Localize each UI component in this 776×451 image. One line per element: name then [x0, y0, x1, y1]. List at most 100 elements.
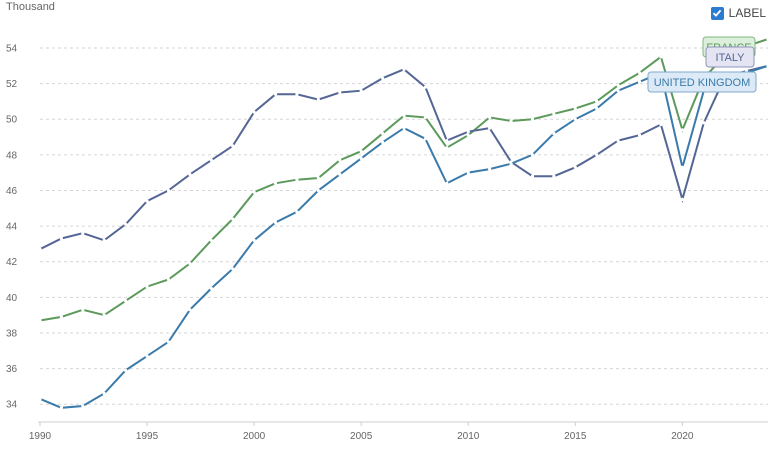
data-point-united-kingdom: [209, 286, 213, 291]
data-point-united-kingdom: [509, 162, 513, 166]
data-point-united-kingdom: [466, 171, 470, 175]
series-flag-italy: [705, 46, 755, 68]
data-point-italy: [616, 138, 620, 143]
data-point-france: [124, 299, 128, 303]
data-point-france: [766, 37, 770, 41]
data-point-france: [252, 190, 256, 194]
data-point-france: [659, 55, 663, 59]
data-point-france: [38, 318, 42, 323]
x-tick-label: 1990: [29, 431, 52, 442]
x-tick-label: 2020: [671, 431, 694, 442]
y-axis-unit-label: Thousand: [6, 1, 55, 13]
data-point-italy: [145, 199, 149, 203]
data-point-france: [102, 313, 106, 317]
data-point-united-kingdom: [680, 165, 684, 169]
y-tick-label: 52: [6, 79, 18, 90]
data-point-united-kingdom: [338, 172, 342, 177]
data-point-united-kingdom: [552, 131, 556, 136]
series-flag-label-united-kingdom: UNITED KINGDOM: [654, 77, 751, 89]
data-point-italy: [166, 188, 171, 193]
y-tick-label: 48: [6, 150, 18, 161]
data-point-france: [209, 238, 213, 242]
data-point-france: [402, 114, 406, 118]
data-point-france: [445, 146, 449, 150]
data-point-italy: [637, 133, 642, 137]
data-point-united-kingdom: [445, 181, 449, 185]
data-point-italy: [488, 126, 492, 130]
y-tick-label: 50: [6, 115, 18, 126]
x-tick-label: 2015: [564, 431, 587, 442]
data-point-united-kingdom: [295, 210, 299, 214]
data-point-united-kingdom: [530, 153, 535, 157]
data-point-france: [316, 176, 320, 180]
data-point-italy: [552, 174, 556, 178]
data-point-italy: [659, 122, 663, 127]
data-point-italy: [702, 121, 706, 125]
data-point-united-kingdom: [573, 117, 577, 121]
data-point-france: [145, 285, 149, 289]
y-tick-label: 40: [6, 293, 18, 304]
data-point-france: [338, 158, 342, 162]
data-point-united-kingdom: [402, 126, 406, 130]
data-point-united-kingdom: [616, 89, 620, 93]
data-point-united-kingdom: [380, 140, 385, 144]
data-point-italy: [124, 222, 128, 226]
data-point-france: [595, 99, 599, 103]
data-point-italy: [188, 172, 192, 177]
data-point-united-kingdom: [124, 368, 128, 372]
data-point-france: [680, 128, 684, 132]
data-point-france: [188, 261, 192, 266]
data-point-france: [573, 106, 577, 111]
data-point-united-kingdom: [359, 156, 363, 160]
data-point-france: [466, 133, 470, 137]
y-tick-label: 38: [6, 328, 18, 339]
data-point-united-kingdom: [188, 308, 192, 312]
data-point-france: [488, 115, 492, 120]
series-flag-united-kingdom: [647, 71, 757, 93]
data-point-united-kingdom: [166, 340, 171, 344]
data-point-italy: [59, 236, 64, 241]
data-point-italy: [316, 97, 320, 102]
y-tick-label: 34: [6, 400, 18, 411]
data-point-united-kingdom: [59, 406, 64, 410]
data-point-united-kingdom: [38, 397, 42, 401]
series-line-italy[interactable]: [39, 64, 769, 251]
data-point-france: [59, 315, 64, 319]
data-point-italy: [573, 165, 577, 169]
data-point-france: [423, 115, 428, 120]
y-tick-label: 54: [6, 43, 18, 54]
data-point-france: [166, 277, 171, 282]
series-flag-label-italy: ITALY: [716, 52, 746, 64]
data-point-france: [509, 119, 513, 123]
label-toggle[interactable]: LABEL: [710, 6, 766, 20]
data-point-france: [359, 149, 363, 153]
data-point-france: [295, 178, 299, 182]
x-tick-label: 2000: [243, 431, 266, 442]
data-point-france: [616, 83, 620, 87]
data-point-italy: [252, 110, 256, 114]
data-point-italy: [209, 158, 213, 162]
data-point-united-kingdom: [316, 188, 320, 193]
data-point-italy: [530, 174, 535, 178]
data-point-italy: [295, 92, 299, 96]
data-point-united-kingdom: [766, 64, 770, 68]
data-point-italy: [273, 92, 278, 96]
data-point-france: [552, 112, 556, 116]
x-tick-label: 2010: [457, 431, 480, 442]
data-point-france: [380, 131, 385, 136]
data-point-italy: [102, 238, 106, 242]
y-tick-label: 36: [6, 364, 18, 375]
data-point-italy: [595, 153, 599, 157]
data-point-united-kingdom: [145, 354, 149, 358]
data-point-italy: [81, 231, 85, 235]
data-point-united-kingdom: [595, 106, 599, 111]
data-point-italy: [466, 130, 470, 134]
checkbox-checked-icon[interactable]: [710, 6, 724, 20]
data-point-united-kingdom: [231, 267, 235, 271]
data-point-italy: [231, 144, 235, 148]
data-point-united-kingdom: [273, 220, 278, 225]
x-tick-label: 1995: [136, 431, 159, 442]
x-tick-label: 2005: [350, 431, 373, 442]
data-point-united-kingdom: [488, 167, 492, 171]
